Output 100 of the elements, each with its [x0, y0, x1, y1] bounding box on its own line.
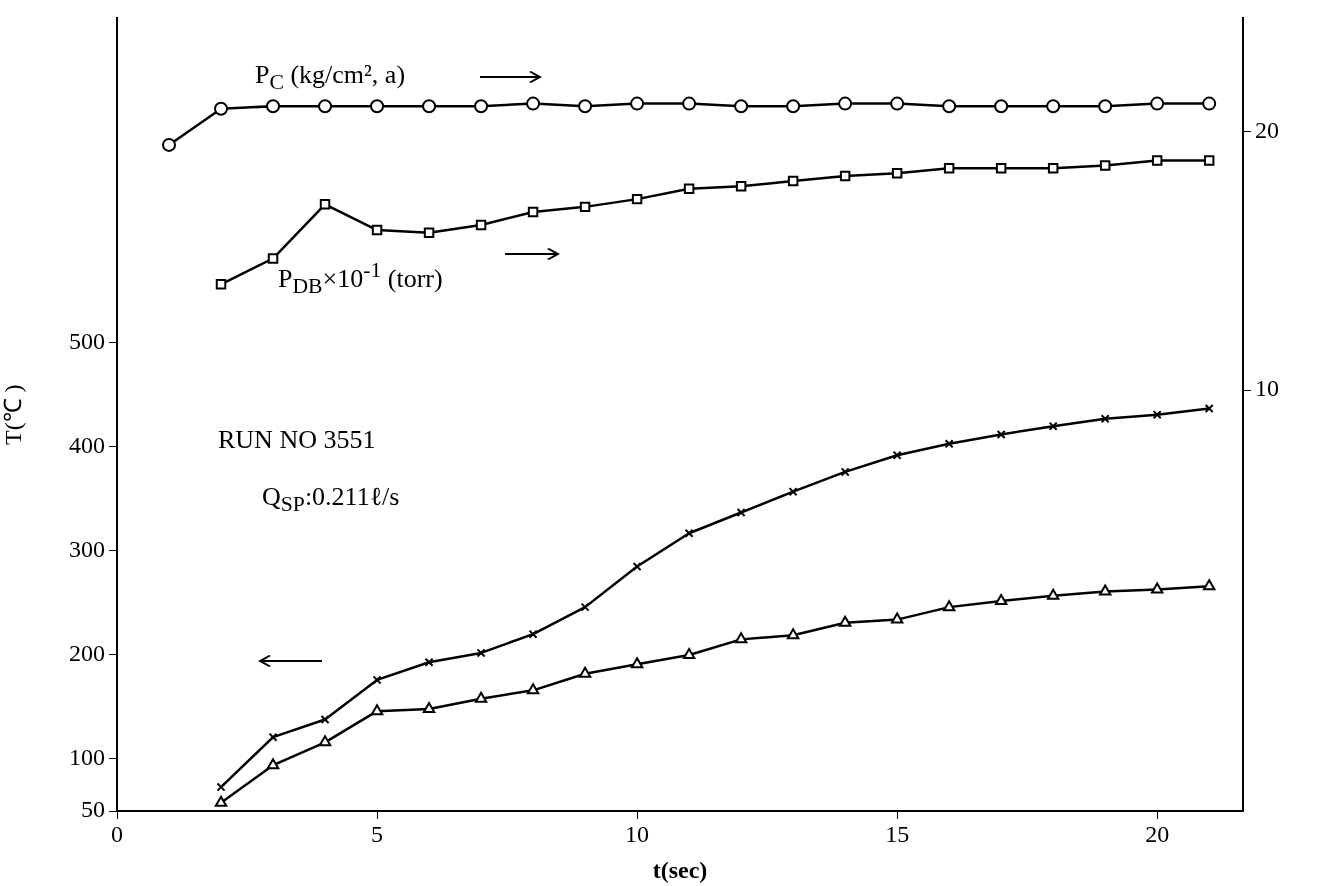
point [1046, 99, 1061, 114]
point [580, 602, 590, 612]
point [996, 429, 1006, 439]
point [944, 439, 954, 449]
point [942, 99, 957, 114]
point [838, 615, 852, 627]
point [682, 647, 696, 659]
point [370, 704, 384, 716]
point [788, 487, 798, 497]
point [318, 735, 332, 747]
point [890, 612, 904, 624]
point [268, 732, 278, 742]
point [1152, 410, 1162, 420]
y2-tick-label: 20 [1255, 117, 1279, 144]
point [215, 279, 227, 290]
point [370, 99, 385, 114]
point [786, 628, 800, 640]
annotation: RUN NO 3551 [218, 425, 376, 455]
point [890, 96, 905, 111]
point [423, 227, 435, 238]
point [266, 758, 280, 770]
point [1098, 99, 1113, 114]
point [372, 675, 382, 685]
point [1098, 584, 1112, 596]
point [632, 562, 642, 572]
point [319, 199, 331, 210]
y-tick-label: 300 [69, 536, 105, 563]
point [1099, 160, 1111, 171]
point [474, 691, 488, 703]
point [424, 657, 434, 667]
point [579, 201, 591, 213]
point [266, 99, 281, 114]
point [838, 96, 853, 111]
point [474, 99, 489, 114]
point [892, 450, 902, 460]
point [1151, 155, 1163, 166]
point [162, 137, 177, 152]
x-tick-label: 0 [111, 820, 123, 847]
point [682, 96, 697, 111]
point [214, 795, 228, 807]
point [267, 253, 279, 264]
y-tick-label: 500 [69, 328, 105, 355]
point [1203, 155, 1215, 166]
point [371, 224, 383, 236]
point [787, 175, 799, 187]
point [1046, 588, 1060, 600]
point [631, 193, 643, 205]
point [526, 96, 541, 111]
y-tick-label: 200 [69, 640, 105, 667]
point [630, 96, 645, 111]
y2-tick-label: 10 [1255, 375, 1279, 402]
point [526, 683, 540, 695]
point [216, 782, 226, 792]
point [422, 99, 437, 114]
point [214, 101, 229, 116]
y-tick-label: 50 [81, 796, 105, 823]
series-label: P$_{DB}$×10$^{-1}$ (torr) [278, 258, 443, 299]
point [684, 528, 694, 538]
point [630, 657, 644, 669]
point [318, 99, 333, 114]
point [735, 180, 747, 192]
point [942, 600, 956, 612]
point [528, 629, 538, 639]
point [1204, 403, 1214, 413]
point [1047, 162, 1059, 174]
point [943, 162, 955, 174]
y-tick-label: 100 [69, 744, 105, 771]
x-tick-label: 5 [371, 820, 384, 847]
point [1100, 414, 1110, 424]
point [1202, 96, 1217, 111]
point [1203, 579, 1216, 591]
point [736, 507, 746, 518]
x-axis-title: t(sec) [652, 856, 708, 883]
point [527, 206, 539, 218]
point [786, 99, 801, 114]
series-label: P$_{C}$ (kg/cm², a) [255, 60, 406, 96]
point [734, 632, 748, 644]
point [891, 168, 903, 179]
point [1150, 96, 1165, 111]
point [994, 593, 1008, 605]
point [734, 99, 749, 114]
point [475, 219, 487, 231]
point [839, 170, 851, 182]
x-tick-label: 20 [1145, 820, 1170, 847]
point [994, 99, 1009, 114]
point [840, 467, 850, 477]
y-tick-label: 400 [69, 432, 105, 459]
point [422, 702, 436, 714]
point [578, 99, 593, 114]
annotation: Q$_{SP}$:0.211ℓ/s [262, 482, 400, 518]
point [476, 648, 486, 658]
point [683, 183, 695, 195]
point [1150, 582, 1164, 594]
point [1048, 421, 1058, 431]
point [578, 666, 592, 678]
y-axis-title: T(℃ ) [0, 384, 26, 446]
x-tick-label: 15 [885, 820, 910, 847]
point [995, 162, 1007, 174]
x-tick-label: 10 [625, 820, 650, 847]
point [320, 714, 330, 724]
